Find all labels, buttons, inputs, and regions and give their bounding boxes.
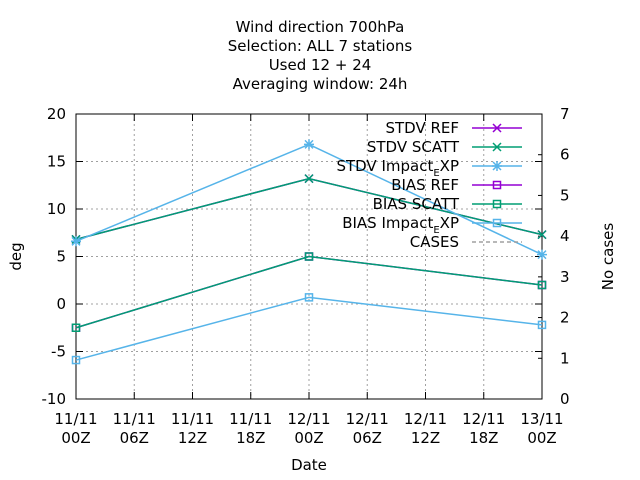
x-tick-label-time: 00Z <box>294 429 323 447</box>
y-tick-label: 15 <box>47 153 66 171</box>
legend-label: BIAS ImpactEXP <box>342 214 459 236</box>
y2-tick-label: 3 <box>560 268 570 286</box>
data-point <box>537 320 547 330</box>
series-line <box>71 174 547 244</box>
title-line: Averaging window: 24h <box>233 75 408 93</box>
series-line <box>71 139 547 260</box>
title-line: Wind direction 700hPa <box>236 18 405 36</box>
series-line <box>71 293 547 365</box>
x-tick-label-date: 11/11 <box>54 410 97 428</box>
data-point <box>492 199 502 209</box>
x-tick-label-date: 11/11 <box>113 410 156 428</box>
x-tick-label-time: 18Z <box>469 429 498 447</box>
data-point <box>537 230 547 240</box>
y2-tick-label: 5 <box>560 186 570 204</box>
x-tick-label-time: 06Z <box>120 429 149 447</box>
data-point <box>492 161 502 171</box>
data-point <box>71 323 81 332</box>
y2-tick-label: 4 <box>560 227 570 245</box>
y-tick-label: -10 <box>42 390 67 408</box>
legend-label: BIAS REF <box>391 176 459 194</box>
data-point <box>492 180 502 190</box>
y2-tick-label: 1 <box>560 349 570 367</box>
data-point <box>71 236 81 247</box>
y-axis-label: deg <box>7 242 25 270</box>
y2-tick-label: 0 <box>560 390 570 408</box>
data-point <box>492 123 502 133</box>
x-tick-label-time: 12Z <box>411 429 440 447</box>
y-tick-label: 0 <box>56 295 66 313</box>
x-tick-label-time: 06Z <box>353 429 382 447</box>
x-tick-label-date: 11/11 <box>229 410 272 428</box>
data-point <box>71 355 81 365</box>
data-point <box>537 280 547 290</box>
x-tick-label-time: 00Z <box>527 429 556 447</box>
data-point <box>537 249 547 260</box>
y-tick-label: 20 <box>47 105 66 123</box>
series-line <box>71 252 547 332</box>
x-tick-label-date: 12/11 <box>404 410 447 428</box>
y-tick-label: 5 <box>56 248 66 266</box>
x-tick-label-date: 12/11 <box>287 410 330 428</box>
title-line: Used 12 + 24 <box>269 56 372 74</box>
series-path <box>75 296 543 361</box>
x-tick-label-time: 00Z <box>61 429 90 447</box>
y-tick-label: 10 <box>47 200 66 218</box>
y2-tick-label: 2 <box>560 309 570 327</box>
data-point <box>304 293 314 302</box>
data-point <box>304 174 314 184</box>
axes: -10-5051015200123456711/1100Z11/1106Z11/… <box>7 105 617 474</box>
legend-label: STDV SCATT <box>367 138 460 156</box>
x-tick-label-date: 13/11 <box>520 410 563 428</box>
x-tick-label-date: 11/11 <box>171 410 214 428</box>
y2-axis-label: No cases <box>599 223 617 291</box>
legend-label: STDV REF <box>385 119 459 137</box>
data-point <box>492 218 502 228</box>
x-tick-label-date: 12/11 <box>346 410 389 428</box>
x-tick-label-time: 12Z <box>178 429 207 447</box>
y-tick-label: -5 <box>51 343 66 361</box>
y2-tick-label: 6 <box>560 146 570 164</box>
legend-label: CASES <box>410 233 459 251</box>
data-point <box>304 252 314 261</box>
x-tick-label-date: 12/11 <box>462 410 505 428</box>
x-axis-label: Date <box>291 456 327 474</box>
data-point <box>492 142 502 152</box>
series-path <box>75 255 543 329</box>
legend-label: BIAS SCATT <box>373 195 460 213</box>
title-line: Selection: ALL 7 stations <box>228 37 413 55</box>
data-point <box>304 139 314 150</box>
y2-tick-label: 7 <box>560 105 570 123</box>
legend-label: STDV ImpactEXP <box>336 157 459 179</box>
x-tick-label-time: 18Z <box>236 429 265 447</box>
series-layer <box>71 139 547 365</box>
